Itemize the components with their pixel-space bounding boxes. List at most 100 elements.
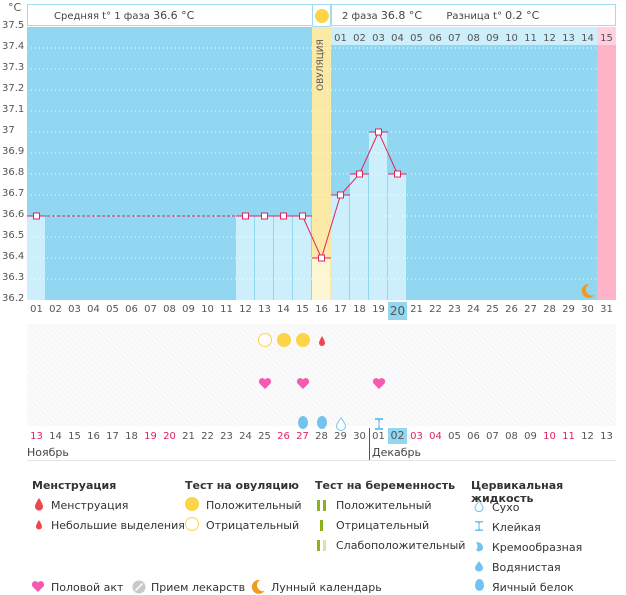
x-tick-label[interactable]: 09 [182, 304, 195, 315]
phase2-day-label: 13 [562, 33, 575, 44]
x-tick-label[interactable]: 12 [239, 304, 252, 315]
calendar-date[interactable]: 10 [543, 431, 556, 442]
legend-cervical-dry: Сухо [492, 501, 520, 514]
legend-pregnancy-positive: Положительный [336, 499, 432, 512]
intercourse-heart-icon[interactable] [258, 375, 272, 389]
x-tick-label[interactable]: 26 [505, 304, 518, 315]
x-tick-label[interactable]: 18 [353, 304, 366, 315]
x-tick-label[interactable]: 05 [106, 304, 119, 315]
pregnancy-positive-icon [317, 500, 326, 511]
x-tick-label[interactable]: 10 [201, 304, 214, 315]
x-tick-label[interactable]: 06 [125, 304, 138, 315]
ovulation-test-negative-icon[interactable] [257, 333, 272, 347]
legend-menstruation-title: Менструация [32, 479, 117, 492]
phase2-day-cell [559, 27, 578, 45]
x-tick-label[interactable]: 19 [372, 304, 385, 315]
calendar-date[interactable]: 25 [258, 431, 271, 442]
ovulation-test-positive-icon[interactable] [276, 333, 291, 347]
x-tick-label[interactable]: 22 [429, 304, 442, 315]
month-december: Декабрь [372, 446, 421, 459]
intercourse-heart-icon[interactable] [296, 375, 310, 389]
temperature-point [318, 254, 325, 262]
spotting-drop-icon[interactable] [315, 333, 329, 347]
legend-moon: Лунный календарь [271, 581, 382, 594]
ovulation-header-cell [312, 4, 331, 27]
temperature-bar [312, 258, 330, 300]
calendar-date[interactable]: 17 [106, 431, 119, 442]
calendar-date[interactable]: 01 [372, 431, 385, 442]
month-divider [369, 428, 370, 460]
phase2-day-cell [483, 27, 502, 45]
calendar-date[interactable]: 29 [334, 431, 347, 442]
calendar-date[interactable]: 19 [144, 431, 157, 442]
x-tick-label[interactable]: 13 [258, 304, 271, 315]
ovulation-test-positive-icon[interactable] [295, 333, 310, 347]
calendar-date[interactable]: 21 [182, 431, 195, 442]
calendar-date[interactable]: 05 [448, 431, 461, 442]
cervical-dry-icon[interactable] [334, 416, 348, 431]
calendar-date[interactable]: 30 [353, 431, 366, 442]
calendar-date[interactable]: 02 [388, 428, 407, 444]
x-tick-label[interactable]: 16 [315, 304, 328, 315]
calendar-date[interactable]: 16 [87, 431, 100, 442]
cervical-egg-white-icon[interactable] [315, 416, 329, 430]
x-tick-label[interactable]: 27 [524, 304, 537, 315]
legend-cervical-creamy: Кремообразная [492, 541, 583, 554]
calendar-date[interactable]: 07 [486, 431, 499, 442]
phase2-day-label: 14 [581, 33, 594, 44]
cervical-eggwhite-icon [475, 579, 484, 591]
cervical-sticky-icon[interactable] [372, 416, 386, 430]
cervical-egg-white-icon[interactable] [296, 416, 310, 430]
calendar-bottom-line [27, 460, 616, 461]
x-tick-label[interactable]: 01 [30, 304, 43, 315]
x-tick-label[interactable]: 20 [388, 302, 407, 320]
phase1-label: Средняя t° 1 фаза [54, 11, 150, 22]
calendar-date[interactable]: 15 [68, 431, 81, 442]
temperature-bar [369, 132, 387, 300]
x-tick-label[interactable]: 21 [410, 304, 423, 315]
calendar-date[interactable]: 12 [581, 431, 594, 442]
x-tick-label[interactable]: 28 [543, 304, 556, 315]
x-tick-label[interactable]: 29 [562, 304, 575, 315]
calendar-date[interactable]: 28 [315, 431, 328, 442]
calendar-date[interactable]: 06 [467, 431, 480, 442]
calendar-date[interactable]: 04 [429, 431, 442, 442]
calendar-date[interactable]: 20 [163, 431, 176, 442]
x-tick-label[interactable]: 04 [87, 304, 100, 315]
x-tick-label[interactable]: 17 [334, 304, 347, 315]
calendar-date[interactable]: 24 [239, 431, 252, 442]
x-tick-label[interactable]: 08 [163, 304, 176, 315]
x-tick-label[interactable]: 31 [600, 304, 613, 315]
calendar-date[interactable]: 14 [49, 431, 62, 442]
diff-value: 0.2 °C [505, 9, 540, 22]
calendar-date[interactable]: 13 [30, 431, 43, 442]
temperature-bar [236, 216, 254, 300]
phase1-value: 36.6 °C [153, 9, 195, 22]
x-tick-label[interactable]: 23 [448, 304, 461, 315]
calendar-date[interactable]: 03 [410, 431, 423, 442]
calendar-date[interactable]: 22 [201, 431, 214, 442]
x-tick-label[interactable]: 24 [467, 304, 480, 315]
phase2-day-label: 11 [524, 33, 537, 44]
intercourse-heart-icon[interactable] [372, 375, 386, 389]
calendar-date[interactable]: 09 [524, 431, 537, 442]
calendar-date[interactable]: 13 [600, 431, 613, 442]
calendar-date[interactable]: 23 [220, 431, 233, 442]
x-tick-label[interactable]: 11 [220, 304, 233, 315]
calendar-date[interactable]: 27 [296, 431, 309, 442]
ovulation-positive-icon [185, 497, 199, 511]
calendar-date[interactable]: 18 [125, 431, 138, 442]
x-tick-label[interactable]: 07 [144, 304, 157, 315]
x-tick-label[interactable]: 30 [581, 304, 594, 315]
calendar-date[interactable]: 11 [562, 431, 575, 442]
x-tick-label[interactable]: 15 [296, 304, 309, 315]
calendar-date[interactable]: 26 [277, 431, 290, 442]
intercourse-heart-icon [31, 581, 45, 592]
calendar-date[interactable]: 08 [505, 431, 518, 442]
cervical-creamy-icon [476, 542, 484, 552]
x-tick-label[interactable]: 02 [49, 304, 62, 315]
legend-cervical-sticky: Клейкая [492, 521, 541, 534]
x-tick-label[interactable]: 03 [68, 304, 81, 315]
x-tick-label[interactable]: 25 [486, 304, 499, 315]
x-tick-label[interactable]: 14 [277, 304, 290, 315]
